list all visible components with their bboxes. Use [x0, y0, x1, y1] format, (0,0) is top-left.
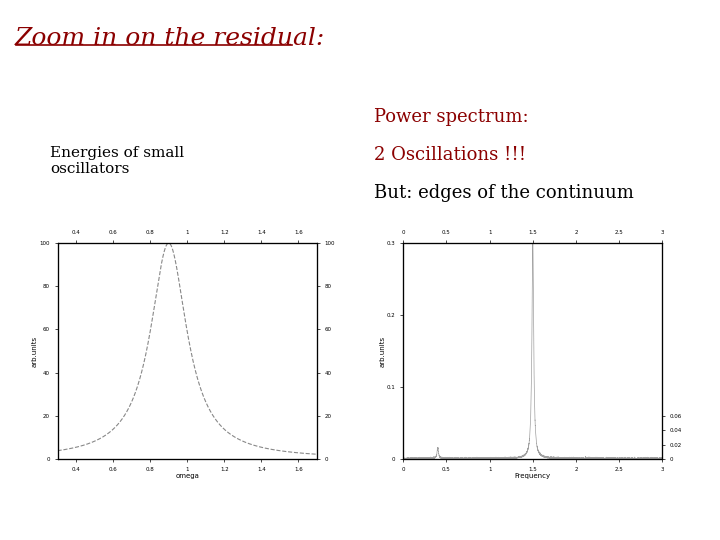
Text: Zoom in on the residual:: Zoom in on the residual: [14, 27, 325, 50]
Text: Power spectrum:: Power spectrum: [374, 108, 529, 126]
Y-axis label: arb.units: arb.units [32, 335, 38, 367]
Text: 2 Oscillations !!!: 2 Oscillations !!! [374, 146, 526, 164]
X-axis label: Frequency: Frequency [515, 473, 551, 479]
Y-axis label: arb.units: arb.units [379, 335, 385, 367]
X-axis label: omega: omega [175, 473, 199, 479]
Text: But: edges of the continuum: But: edges of the continuum [374, 184, 634, 201]
Text: Energies of small
oscillators: Energies of small oscillators [50, 146, 184, 176]
